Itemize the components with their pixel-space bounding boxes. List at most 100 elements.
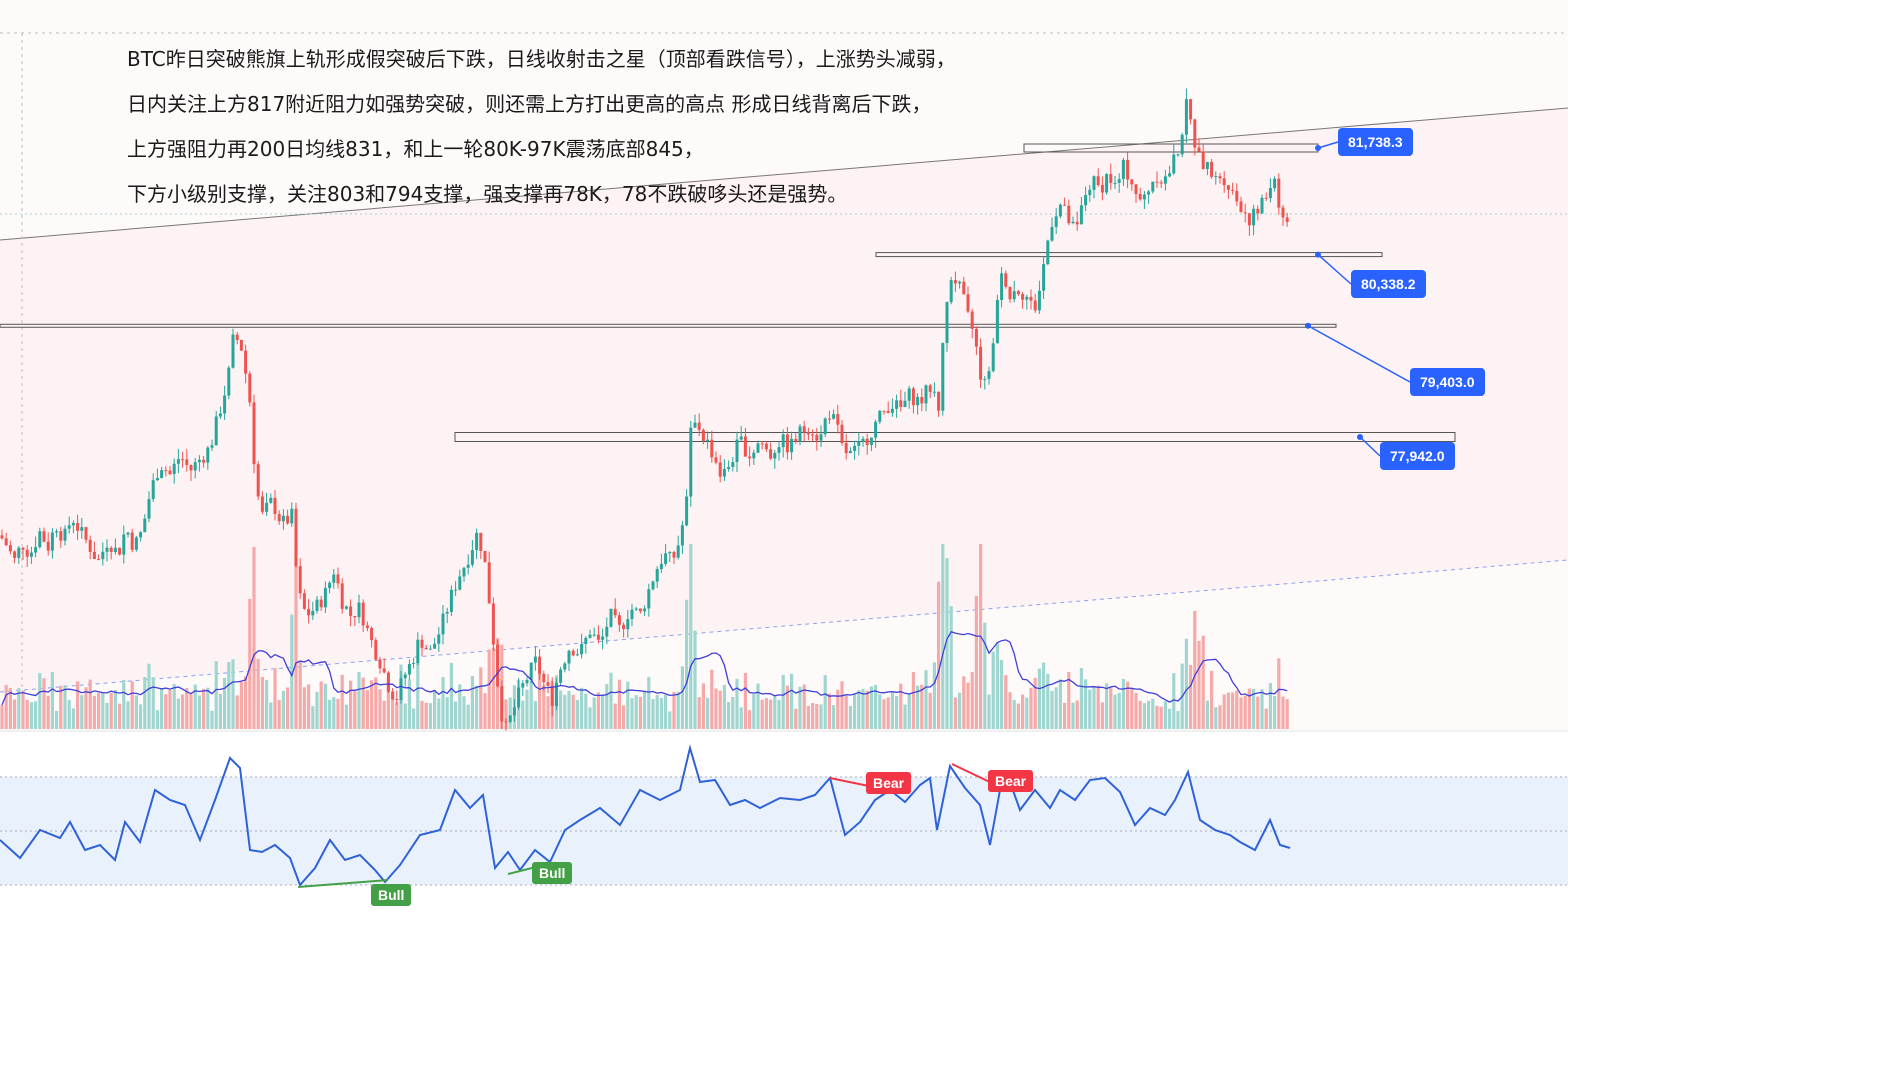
volume-bar <box>1130 688 1134 729</box>
volume-bar <box>1109 687 1113 729</box>
volume-bar <box>735 678 739 729</box>
volume-bar <box>466 704 470 729</box>
volume-bar <box>613 703 617 729</box>
volume-bar <box>4 684 8 729</box>
candle-body <box>105 547 109 552</box>
candle-body <box>265 502 269 512</box>
level-tag-79403[interactable]: 79,403.0 <box>1410 368 1485 396</box>
candle-body <box>160 470 164 479</box>
volume-bar <box>1021 694 1025 729</box>
candle-body <box>302 593 306 609</box>
candle-body <box>651 581 655 590</box>
volume-bar <box>319 681 323 729</box>
level-tag-80338[interactable]: 80,338.2 <box>1351 270 1426 298</box>
level-connector <box>1317 141 1339 149</box>
candle-body <box>979 346 983 380</box>
volume-bar <box>731 696 735 729</box>
candle-body <box>1159 182 1163 184</box>
candle-body <box>294 508 298 567</box>
volume-bar <box>567 690 571 729</box>
note-line-3: 上方强阻力再200日均线831，和上一轮80K-97K震荡底部845， <box>127 137 704 161</box>
volume-bar <box>743 672 747 729</box>
candle-body <box>689 427 693 497</box>
candle-body <box>1260 197 1264 214</box>
candle-body <box>638 608 642 612</box>
volume-bar <box>1084 679 1088 729</box>
volume-bar <box>374 677 378 729</box>
candle-body <box>344 606 348 609</box>
volume-bar <box>533 701 537 729</box>
candle-body <box>630 609 634 620</box>
volume-bar <box>164 694 168 729</box>
candle-body <box>370 628 374 641</box>
candle-body <box>1285 217 1289 222</box>
candle-body <box>634 608 638 610</box>
volume-bar <box>235 695 239 729</box>
volume-bar <box>941 544 945 729</box>
volume-bar <box>1285 699 1289 729</box>
volume-bar <box>861 689 865 729</box>
volume-bar <box>626 681 630 729</box>
candle-body <box>38 531 42 548</box>
volume-bar <box>945 558 949 729</box>
candle-body <box>168 470 172 474</box>
volume-bar <box>865 690 869 729</box>
volume-bar <box>38 672 42 729</box>
candle-body <box>349 606 353 616</box>
candle-body <box>1084 195 1088 206</box>
volume-bar <box>416 662 420 729</box>
candle-body <box>1121 159 1125 180</box>
volume-bar <box>714 688 718 729</box>
candle-body <box>1109 174 1113 183</box>
level-tag-81738[interactable]: 81,738.3 <box>1338 128 1413 156</box>
volume-bar <box>974 595 978 729</box>
volume-bar <box>1235 690 1239 729</box>
candle-body <box>1134 184 1138 195</box>
volume-bar <box>8 688 12 729</box>
candle-body <box>769 449 773 459</box>
candle-body <box>1205 161 1209 169</box>
candle-body <box>1256 208 1260 214</box>
volume-bar <box>361 677 365 729</box>
candle-body <box>1130 179 1134 185</box>
candle-body <box>668 551 672 554</box>
candle-body <box>59 531 63 541</box>
candle-body <box>1058 204 1062 217</box>
candle-body <box>290 508 294 524</box>
candle-body <box>1210 161 1214 177</box>
volume-bar <box>1281 696 1285 729</box>
volume-bar <box>601 694 605 729</box>
volume-bar <box>71 708 75 729</box>
volume-bar <box>34 701 38 729</box>
volume-bar <box>122 680 126 729</box>
candle-body <box>97 559 101 561</box>
candle-body <box>739 436 743 440</box>
volume-bar <box>819 704 823 729</box>
volume-bar <box>1172 673 1176 729</box>
candle-body <box>491 603 495 645</box>
rsi-line <box>0 744 1291 887</box>
candle-body <box>437 634 441 644</box>
volume-bar <box>84 687 88 729</box>
volume-bar <box>853 694 857 729</box>
candle-body <box>340 583 344 609</box>
candle-body <box>231 334 235 368</box>
btc-chart[interactable] <box>0 0 1568 895</box>
volume-bar <box>622 705 626 729</box>
candle-body <box>1012 291 1016 300</box>
candle-body <box>512 707 516 716</box>
candle-body <box>924 385 928 404</box>
volume-bar <box>588 707 592 729</box>
level-connector <box>1317 254 1352 285</box>
level-tag-77942[interactable]: 77,942.0 <box>1380 442 1455 470</box>
candle-body <box>542 673 546 683</box>
candle-body <box>260 496 264 512</box>
volume-bar <box>17 688 21 729</box>
volume-bar <box>386 677 390 729</box>
volume-bar <box>227 661 231 729</box>
volume-bar <box>563 694 567 729</box>
volume-bar <box>718 690 722 729</box>
candle-body <box>735 439 739 463</box>
volume-ma-line <box>1 631 1288 706</box>
volume-bar <box>365 690 369 729</box>
